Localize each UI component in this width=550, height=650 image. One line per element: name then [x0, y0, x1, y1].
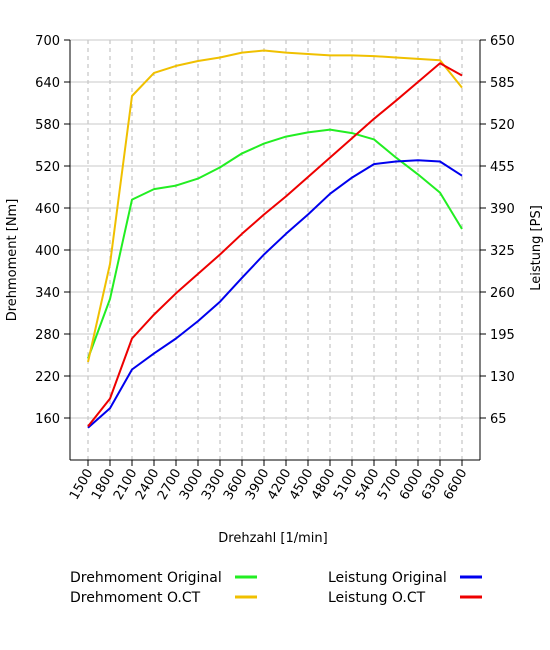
- left-tick-label: 520: [35, 160, 60, 175]
- right-tick-label: 520: [490, 118, 515, 133]
- left-axis-title: Drehmoment [Nm]: [5, 199, 20, 322]
- right-tick-label: 455: [490, 160, 515, 175]
- left-tick-label: 700: [35, 34, 60, 49]
- x-axis-ticks: 1500180021002400270030003300360039004200…: [67, 460, 471, 503]
- left-tick-label: 280: [35, 328, 60, 343]
- left-tick-label: 160: [35, 412, 60, 427]
- legend: Drehmoment Original Drehmoment O.CT Leistu…: [70, 570, 482, 606]
- left-tick-label: 400: [35, 244, 60, 259]
- right-tick-label: 390: [490, 202, 515, 217]
- left-tick-label: 580: [35, 118, 60, 133]
- right-tick-label: 650: [490, 34, 515, 49]
- series-line-4: [87, 62, 463, 428]
- right-tick-label: 260: [490, 286, 515, 301]
- grid-lines: [70, 39, 480, 460]
- series-line-3: [87, 159, 463, 429]
- left-tick-label: 460: [35, 202, 60, 217]
- series-line-2: [87, 49, 463, 363]
- right-tick-label: 195: [490, 328, 515, 343]
- legend-label: Leistung Original: [328, 570, 447, 586]
- legend-label: Drehmoment Original: [70, 570, 222, 586]
- right-tick-label: 585: [490, 76, 515, 91]
- left-axis-ticks: 160 220 280 340 400 460 520 580 640 700: [35, 34, 70, 427]
- left-tick-label: 340: [35, 286, 60, 301]
- right-tick-label: 325: [490, 244, 515, 259]
- legend-label: Leistung O.CT: [328, 590, 426, 606]
- series-lines: [87, 49, 463, 429]
- legend-label: Drehmoment O.CT: [70, 590, 201, 606]
- left-tick-label: 640: [35, 76, 60, 91]
- right-tick-label: 65: [490, 412, 507, 427]
- right-tick-label: 130: [490, 370, 515, 385]
- x-tick-label: 6600: [441, 467, 471, 503]
- right-axis-title: Leistung [PS]: [529, 205, 544, 291]
- right-axis-ticks: 65 130 195 260 325 390 455 520 585 650: [480, 34, 515, 427]
- x-axis-title: Drehzahl [1/min]: [218, 531, 327, 546]
- left-tick-label: 220: [35, 370, 60, 385]
